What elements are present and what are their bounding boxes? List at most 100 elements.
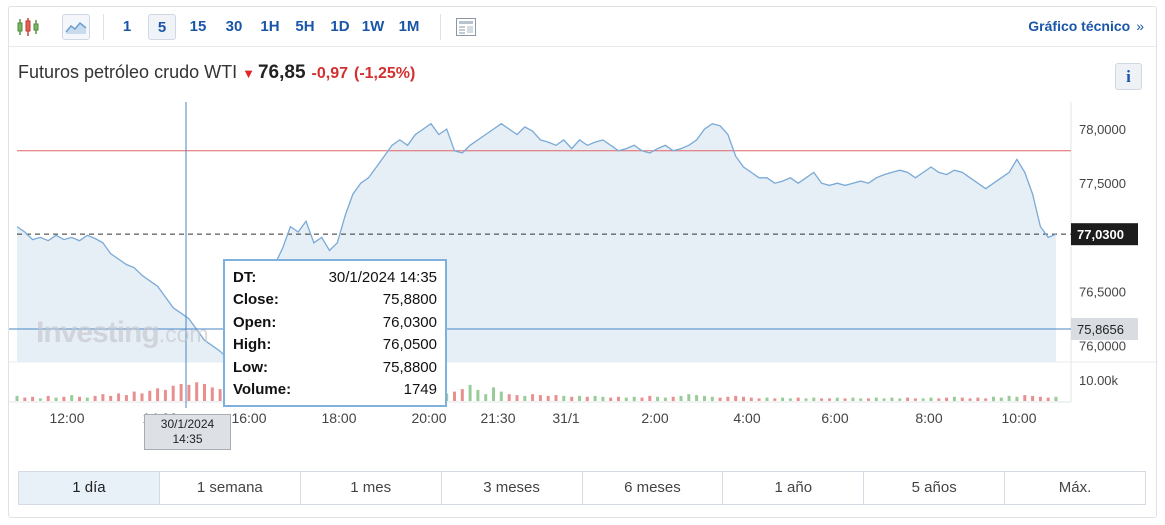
tooltip-row: Volume: 1749 <box>233 379 437 402</box>
volume-bar <box>757 398 761 401</box>
double-chevron-right-icon: » <box>1136 18 1144 34</box>
volume-bar <box>1054 396 1058 402</box>
volume-bar <box>1015 396 1019 402</box>
volume-bar <box>601 396 605 402</box>
down-arrow-icon: ▼ <box>242 66 255 81</box>
volume-bar <box>890 397 894 401</box>
volume-bar <box>679 395 683 401</box>
volume-bar <box>1007 395 1011 401</box>
volume-bar <box>671 396 675 402</box>
tooltip-key: High: <box>233 336 272 354</box>
range-button[interactable]: 3 meses <box>442 472 583 504</box>
volume-bar <box>460 389 464 401</box>
volume-bar <box>999 397 1003 401</box>
range-button[interactable]: 1 mes <box>301 472 442 504</box>
volume-bar <box>781 397 785 401</box>
technical-chart-link[interactable]: Gráfico técnico » <box>1028 18 1144 34</box>
range-button[interactable]: 1 semana <box>160 472 301 504</box>
interval-button[interactable]: 1H <box>260 18 280 35</box>
instrument-name: Futuros petróleo crudo WTI <box>18 62 238 82</box>
tooltip-key: Low: <box>233 358 268 376</box>
interval-button[interactable]: 1M <box>398 18 420 35</box>
instrument-quote: Futuros petróleo crudo WTI ▼ 76,85 -0,97 (-1… <box>18 62 415 84</box>
y-tick-label: 77,5000 <box>1079 176 1126 191</box>
interval-button[interactable]: 30 <box>225 18 243 35</box>
x-tick-label: 12:00 <box>49 410 84 426</box>
volume-bar <box>734 395 738 401</box>
volume-bar <box>695 395 699 401</box>
range-button[interactable]: 6 meses <box>583 472 724 504</box>
range-button[interactable]: 5 años <box>864 472 1006 504</box>
tooltip-key: DT: <box>233 268 257 286</box>
volume-bar <box>726 396 730 402</box>
x-tick-label: 21:30 <box>480 410 515 426</box>
volume-bar <box>812 397 816 401</box>
volume-bar <box>968 398 972 401</box>
volume-bar <box>617 396 620 402</box>
volume-bar <box>570 396 574 402</box>
x-tick-label: 2:00 <box>641 410 668 426</box>
volume-bar <box>23 397 27 401</box>
volume-bar <box>203 384 206 401</box>
volume-bar <box>773 398 777 401</box>
volume-bar <box>156 388 160 402</box>
chart-widget: 1 5 15 30 1H 5H 1D 1W 1M Gráfico técnico » Futuro… <box>8 6 1158 518</box>
range-button[interactable]: 1 año <box>723 472 865 504</box>
volume-bar <box>218 389 222 401</box>
volume-bar <box>132 391 136 401</box>
volume-bar <box>593 395 597 401</box>
price-change: -0,97 <box>311 65 348 82</box>
volume-bar <box>929 397 933 401</box>
interval-button[interactable]: 5 <box>148 14 176 40</box>
data-tooltip: DT: 30/1/2024 14:35 Close: 75,8800 Open: 76,0… <box>223 259 447 407</box>
crosshair-price-tag <box>1071 318 1138 340</box>
volume-bar <box>78 396 81 402</box>
volume-bar <box>656 396 660 402</box>
tooltip-value: 75,8800 <box>382 291 437 309</box>
crosshair-time-label: 30/1/2024 14:35 <box>144 414 231 450</box>
volume-bar <box>1023 395 1027 401</box>
interval-button[interactable]: 1 <box>122 18 132 35</box>
volume-bar <box>632 396 636 402</box>
interval-button[interactable]: 15 <box>189 18 207 35</box>
toolbar-divider <box>103 14 104 40</box>
volume-bar <box>31 396 35 402</box>
news-layout-icon[interactable] <box>452 14 480 40</box>
interval-button[interactable]: 1W <box>361 18 385 35</box>
price-line <box>16 122 1057 360</box>
volume-bar <box>1038 396 1042 402</box>
volume-bar <box>62 396 66 402</box>
volume-bar <box>874 397 878 401</box>
technical-chart-label: Gráfico técnico <box>1028 18 1131 34</box>
volume-bar <box>742 396 745 402</box>
volume-bar <box>562 395 566 401</box>
range-button[interactable]: Máx. <box>1058 479 1092 496</box>
interval-button[interactable]: 5H <box>295 18 315 35</box>
tooltip-value: 76,0300 <box>382 313 437 331</box>
volume-bar <box>492 387 495 401</box>
range-button[interactable]: 1 día <box>19 472 160 504</box>
volume-bar <box>859 398 863 401</box>
volume-bar <box>46 395 50 401</box>
volume-bar <box>101 394 105 401</box>
volume-bar <box>992 396 995 402</box>
interval-button[interactable]: 1D <box>330 18 350 35</box>
toolbar-divider <box>440 14 441 40</box>
x-tick-label: 6:00 <box>821 410 848 426</box>
volume-bar <box>765 397 769 401</box>
candlestick-icon[interactable] <box>14 14 42 40</box>
y-tick-label: 78,0000 <box>1079 122 1126 137</box>
info-button[interactable]: i <box>1115 63 1142 90</box>
crosshair-date: 30/1/2024 <box>160 417 215 431</box>
volume-bar <box>70 395 74 401</box>
price-change-percent: (-1,25%) <box>353 65 416 82</box>
x-tick-label: 20:00 <box>411 410 446 426</box>
volume-bar <box>906 397 910 401</box>
volume-bar <box>687 394 691 401</box>
area-chart-icon[interactable] <box>62 14 90 40</box>
volume-bar <box>523 395 527 401</box>
price-chart[interactable]: 78,0000 77,5000 76,5000 76,0000 10.00k 77,030… <box>9 7 1158 467</box>
tooltip-row: Low: 75,8800 <box>233 356 437 379</box>
volume-bar <box>484 394 488 401</box>
volume-bar <box>187 384 191 401</box>
